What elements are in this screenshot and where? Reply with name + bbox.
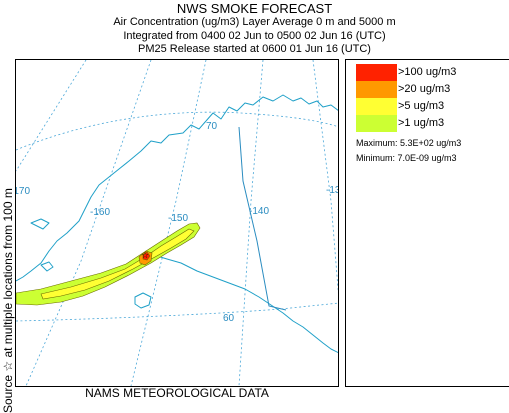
alaska-west-coast bbox=[16, 120, 207, 282]
legend-panel: >100 ug/m3 >20 ug/m3 >5 ug/m3 >1 ug/m3 M… bbox=[345, 59, 509, 387]
legend-swatch-gt5 bbox=[356, 98, 397, 115]
forecast-title: NWS SMOKE FORECAST bbox=[176, 1, 333, 16]
lon-130-label: -130 bbox=[326, 185, 338, 196]
kodiak-island bbox=[134, 292, 152, 309]
legend-item-gt100: >100 ug/m3 bbox=[356, 64, 506, 81]
plume-band-gt100 bbox=[142, 251, 151, 261]
legend-item-gt1: >1 ug/m3 bbox=[356, 115, 506, 132]
integration-period: Integrated from 0400 02 Jun to 0500 02 J… bbox=[123, 30, 386, 42]
coastlines bbox=[16, 94, 338, 354]
graticule bbox=[16, 60, 338, 386]
legend-label-gt1: >1 ug/m3 bbox=[398, 117, 445, 129]
legend-label-gt5: >5 ug/m3 bbox=[398, 100, 445, 112]
latitude-70-line bbox=[16, 111, 338, 151]
meridian-140 bbox=[238, 60, 264, 386]
minimum-value: Minimum: 7.0E-09 ug/m3 bbox=[356, 153, 457, 163]
gulf-of-alaska-coast bbox=[146, 255, 338, 354]
meridian-160 bbox=[25, 60, 152, 386]
lon-170-label: -170 bbox=[16, 186, 30, 197]
alaska-north-coast bbox=[205, 94, 338, 122]
source-location-label: Source ☆ at multiple locations from 100 … bbox=[1, 188, 15, 413]
grid-labels: 70 60 -170 -160 -150 -140 -130 bbox=[16, 121, 338, 324]
st-lawrence-island bbox=[30, 218, 50, 230]
canada-border bbox=[238, 126, 287, 311]
meridian-150 bbox=[130, 60, 207, 386]
alaska-map: ☆ 70 60 -170 -160 -150 -140 -130 bbox=[16, 60, 338, 386]
lat-70-label: 70 bbox=[206, 121, 218, 132]
smoke-plume bbox=[16, 222, 201, 306]
legend-label-gt20: >20 ug/m3 bbox=[398, 83, 451, 95]
lon-160-label: -160 bbox=[90, 207, 110, 218]
legend-swatch-gt100 bbox=[356, 64, 397, 81]
legend-swatch-gt1 bbox=[356, 115, 397, 132]
meridian-130 bbox=[312, 60, 338, 294]
lon-140-label: -140 bbox=[249, 206, 269, 217]
legend-swatch-gt20 bbox=[356, 81, 397, 98]
maximum-value: Maximum: 5.3E+02 ug/m3 bbox=[356, 138, 462, 148]
source-star-icon: ☆ bbox=[141, 250, 149, 260]
plume-band-gt5 bbox=[40, 228, 195, 300]
legend-item-gt20: >20 ug/m3 bbox=[356, 81, 506, 98]
layer-description: Air Concentration (ug/m3) Layer Average … bbox=[113, 16, 396, 28]
legend-label-gt100: >100 ug/m3 bbox=[398, 66, 457, 78]
release-start: PM25 Release started at 0600 01 Jun 16 (… bbox=[138, 43, 371, 55]
legend-item-gt5: >5 ug/m3 bbox=[356, 98, 506, 115]
meridian-170 bbox=[16, 60, 87, 172]
plume-band-gt1 bbox=[16, 222, 201, 306]
lon-150-label: -150 bbox=[168, 213, 188, 224]
lat-60-label: 60 bbox=[223, 313, 235, 324]
map-panel: ☆ 70 60 -170 -160 -150 -140 -130 bbox=[15, 59, 339, 387]
nunivak-island bbox=[40, 261, 54, 272]
data-source-footer: NAMS METEOROLOGICAL DATA bbox=[85, 386, 269, 400]
